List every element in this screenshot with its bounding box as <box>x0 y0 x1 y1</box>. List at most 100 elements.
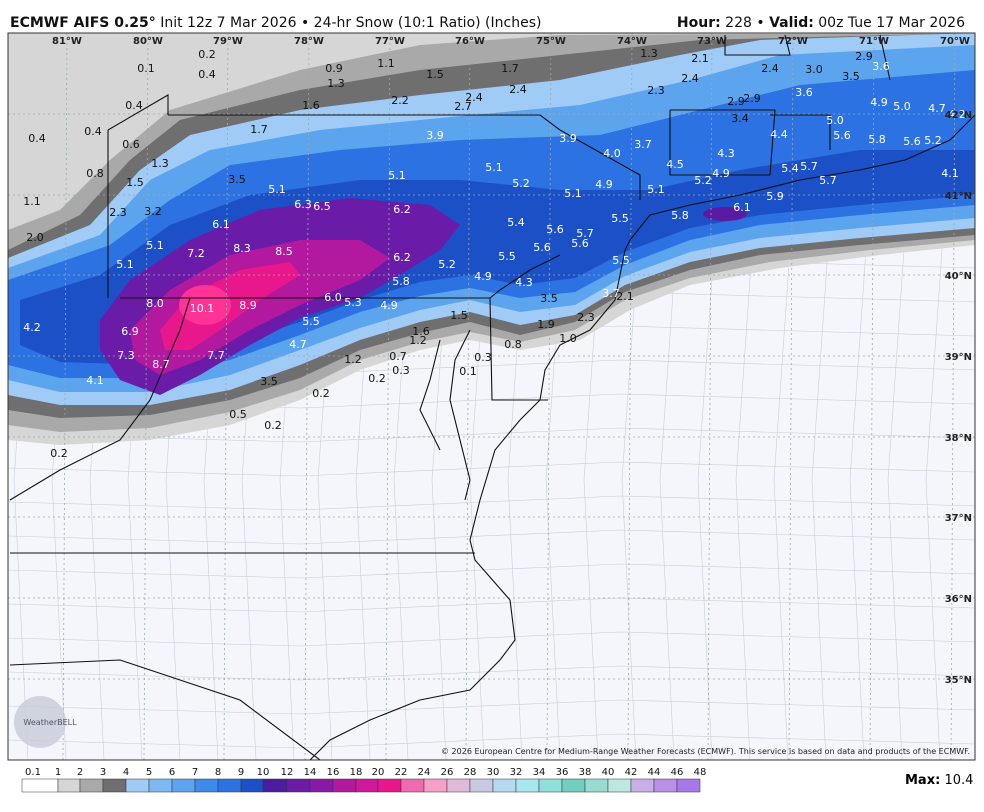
snow-amount-label: 1.1 <box>23 195 41 208</box>
snow-amount-label: 5.7 <box>819 174 837 187</box>
valid-value: 00z Tue 17 Mar 2026 <box>818 15 965 31</box>
snow-amount-label: 5.2 <box>512 177 530 190</box>
colorbar-label: 18 <box>350 767 363 778</box>
snow-amount-label: 2.4 <box>465 91 483 104</box>
snow-amount-label: 5.6 <box>571 237 589 250</box>
longitude-label: 70°W <box>940 36 970 47</box>
hour-value: 228 <box>725 15 752 31</box>
snow-amount-label: 1.0 <box>559 332 577 345</box>
snow-amount-label: 2.7 <box>454 100 472 113</box>
snow-amount-label: 5.1 <box>388 169 406 182</box>
ny-pa-border <box>168 114 641 200</box>
snow-amount-label: 1.9 <box>537 318 555 331</box>
snow-amount-label: 7.7 <box>207 349 225 362</box>
colorbar-label: 38 <box>579 767 592 778</box>
colorbar-label: 10 <box>257 767 270 778</box>
snow-amount-label: 3.7 <box>634 138 652 151</box>
snow-amount-label: 5.3 <box>344 296 362 309</box>
colorbar-label: 12 <box>281 767 294 778</box>
snow-amount-label: 4.9 <box>870 96 888 109</box>
snow-amount-label: 8.9 <box>239 299 257 312</box>
colorbar-swatch <box>515 778 540 793</box>
snow-amount-label: 1.2 <box>409 334 427 347</box>
snow-amount-label: 6.3 <box>294 198 312 211</box>
county-line <box>8 597 975 613</box>
snow-amount-label: 4.9 <box>474 270 492 283</box>
snow-amount-label: 0.8 <box>86 167 104 180</box>
snow-band-purple-small <box>703 207 747 221</box>
colorbar-swatch <box>194 778 219 793</box>
colorbar-swatch <box>125 778 150 793</box>
colorbar-label: 34 <box>533 767 546 778</box>
snow-amount-label: 1.2 <box>344 353 362 366</box>
colorbar-swatch <box>79 778 104 793</box>
county-line <box>8 665 975 681</box>
colorbar-swatch <box>148 778 173 793</box>
colorbar-label: 40 <box>602 767 615 778</box>
snow-amount-label: 4.2 <box>948 108 966 121</box>
max-value: 10.4 <box>944 773 973 788</box>
snow-amount-label: 8.7 <box>152 358 170 371</box>
snow-amount-label: 3.6 <box>872 60 890 73</box>
header-left: ECMWF AIFS 0.25° Init 12z 7 Mar 2026 • 2… <box>10 15 541 31</box>
snow-amount-label: 6.9 <box>121 325 139 338</box>
meridian <box>869 33 875 760</box>
longitude-label: 71°W <box>859 36 889 47</box>
snow-amount-label: 1.3 <box>327 77 345 90</box>
snow-amount-label: 2.0 <box>26 231 44 244</box>
colorbar-label: 2 <box>77 767 83 778</box>
snow-amount-label: 10.1 <box>190 302 215 315</box>
snow-amount-label: 3.2 <box>144 205 162 218</box>
meridian <box>788 33 794 760</box>
latitude-label: 36°N <box>945 594 972 605</box>
coordinate-labels: 81°W 80°W 79°W 78°W 77°W 76°W 75°W 74°W 73°W 72°W… <box>52 36 972 686</box>
snow-amount-label: 5.1 <box>647 183 665 196</box>
snow-amount-label: 8.5 <box>275 245 293 258</box>
max-readout: Max: 10.4 <box>905 773 973 788</box>
snow-amount-label: 2.9 <box>727 95 745 108</box>
longitude-label: 78°W <box>294 36 324 47</box>
wv-va-border <box>9 297 191 501</box>
colorbar-swatch <box>171 778 196 793</box>
colorbar-label: 36 <box>556 767 569 778</box>
snow-amount-label: 0.4 <box>84 125 102 138</box>
snow-amount-label: 4.9 <box>380 299 398 312</box>
longitude-label: 75°W <box>536 36 566 47</box>
borders <box>9 34 975 760</box>
snow-amount-label: 3.5 <box>260 375 278 388</box>
colorbar-swatch <box>217 778 242 793</box>
snow-amount-label: 2.9 <box>855 50 873 63</box>
county-line <box>8 631 975 647</box>
pa-south-border <box>120 254 561 299</box>
snow-amount-label: 5.2 <box>924 134 942 147</box>
colorbar-label: 42 <box>625 767 638 778</box>
snow-amount-label: 5.8 <box>671 209 689 222</box>
snow-amount-label: 3.5 <box>842 70 860 83</box>
snow-amount-label: 4.1 <box>941 167 959 180</box>
colorbar-label: 7 <box>192 767 198 778</box>
pa-west-border <box>107 94 169 298</box>
colorbar-label: 8 <box>215 767 221 778</box>
colorbar-label: 14 <box>304 767 317 778</box>
colorbar-swatch <box>240 778 264 793</box>
colorbar-swatch <box>102 778 127 793</box>
snow-amount-label: 4.9 <box>595 178 613 191</box>
snow-amount-label: 0.2 <box>50 447 68 460</box>
latitude-label: 42°N <box>945 110 972 121</box>
snow-amount-label: 5.1 <box>116 258 134 271</box>
latitude-label: 38°N <box>945 433 972 444</box>
colorbar-label: 48 <box>694 767 707 778</box>
snow-amount-label: 3.4 <box>731 112 749 125</box>
snow-amount-label: 6.2 <box>393 251 411 264</box>
snow-amount-label: 0.4 <box>28 132 46 145</box>
snow-amount-label: 2.4 <box>509 83 527 96</box>
meridian <box>385 33 391 760</box>
snow-amount-label: 5.5 <box>611 212 629 225</box>
meridian <box>465 33 471 760</box>
snow-amount-label: 4.4 <box>770 128 788 141</box>
colorbar-label: 24 <box>418 767 431 778</box>
map-frame <box>7 32 976 761</box>
copyright: © 2026 European Centre for Medium-Range … <box>441 747 970 756</box>
meridian <box>62 33 68 760</box>
